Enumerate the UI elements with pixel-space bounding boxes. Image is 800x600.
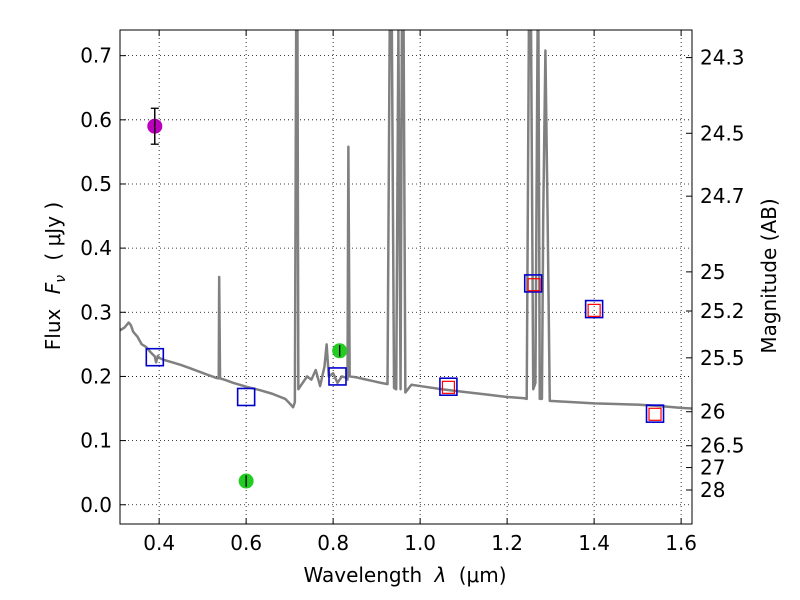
y-tick-label: 0.3 xyxy=(80,300,112,324)
x-tick-label: 1.4 xyxy=(578,531,610,555)
model-flux-square xyxy=(645,404,665,423)
model-flux-square xyxy=(584,299,604,319)
magnitude-tick-label: 26.5 xyxy=(700,434,745,458)
model-flux-square xyxy=(439,377,458,397)
model-flux-square xyxy=(328,367,347,386)
x-axis-label: Wavelength λ (μm) xyxy=(303,563,506,587)
x-tick-label: 0.8 xyxy=(317,531,349,555)
y-tick-label: 0.0 xyxy=(80,493,112,517)
y-tick-label: 0.1 xyxy=(80,429,112,453)
y-axis-label: Flux Fν ( μJy ) xyxy=(41,202,70,350)
y-tick-label: 0.2 xyxy=(80,364,112,388)
y-tick-label: 0.5 xyxy=(80,172,112,196)
spectrum-layer xyxy=(120,30,692,410)
x-tick-label: 1.2 xyxy=(491,531,523,555)
x-tick-label: 0.4 xyxy=(143,531,175,555)
model-flux-square xyxy=(145,347,165,367)
y-tick-label: 0.7 xyxy=(80,44,112,68)
x-tick-label: 0.6 xyxy=(230,531,262,555)
magnitude-tick-label: 24.5 xyxy=(700,121,745,145)
ticks: 0.4 0.6 0.8 1.0 1.2 1.4 1.6 0.0 0.1 0.2 0.3 0.4 0.5 0… xyxy=(80,30,745,555)
magnitude-tick-label: 27 xyxy=(700,456,725,480)
model-flux-inner-square xyxy=(587,303,601,317)
y-tick-label: 0.4 xyxy=(80,236,112,260)
x-tick-label: 1.6 xyxy=(665,531,697,555)
y-axis-symbol: F xyxy=(41,282,65,294)
model-flux-square xyxy=(523,274,543,293)
plot-area xyxy=(119,29,693,525)
model-flux-inner-square xyxy=(441,380,456,394)
magnitude-tick-label: 24.3 xyxy=(700,46,745,70)
model-flux-inner-square xyxy=(648,407,662,421)
y-tick-label: 0.6 xyxy=(80,108,112,132)
magnitude-tick-label: 24.7 xyxy=(700,184,745,208)
model-flux-inner-square xyxy=(527,278,541,292)
y-axis-label-text: Flux xyxy=(41,308,65,350)
model-flux-square xyxy=(236,387,256,407)
template-spectrum-line xyxy=(120,30,692,410)
x-tick-label: 1.0 xyxy=(404,531,436,555)
magnitude-tick-label: 26 xyxy=(700,400,725,424)
magnitude-tick-label: 25.2 xyxy=(700,299,745,323)
x-axis-label-text: Wavelength xyxy=(303,563,422,587)
magnitude-tick-label: 28 xyxy=(700,478,725,502)
x-axis-symbol: λ xyxy=(434,563,447,587)
magnitude-tick-label: 25 xyxy=(700,260,725,284)
y-axis-subscript: ν xyxy=(53,275,69,283)
x-axis-unit: (μm) xyxy=(459,563,507,587)
right-axis-label: Magnitude (AB) xyxy=(757,198,781,353)
grid xyxy=(120,30,692,524)
markers-layer xyxy=(145,107,665,489)
y-axis-unit: ( μJy ) xyxy=(41,202,65,261)
magnitude-tick-label: 25.5 xyxy=(700,346,745,370)
